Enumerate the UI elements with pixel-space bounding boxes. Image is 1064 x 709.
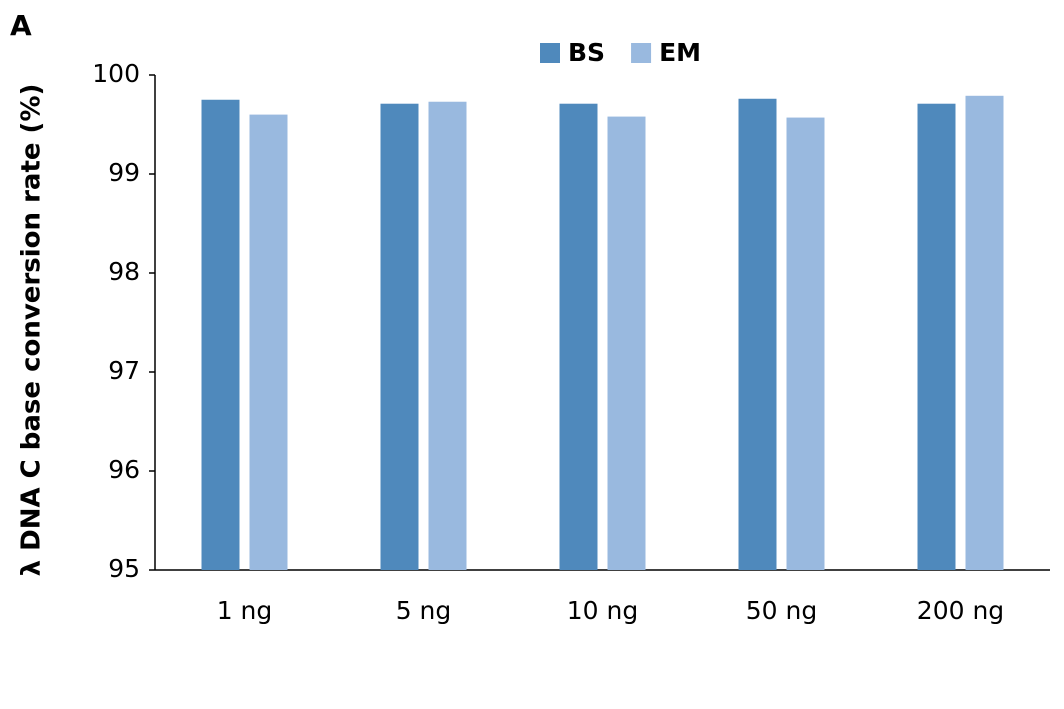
bar (607, 116, 646, 570)
y-tick-label: 99 (108, 158, 140, 187)
x-tick-label: 50 ng (746, 596, 817, 625)
x-tick-label: 10 ng (567, 596, 638, 625)
legend-label: EM (659, 38, 701, 67)
legend-swatch (631, 43, 652, 63)
x-tick-label: 1 ng (217, 596, 273, 625)
x-tick-label: 5 ng (396, 596, 452, 625)
bar (201, 99, 240, 570)
y-axis-label: λ DNA C base conversion rate (%) (17, 84, 47, 577)
panel-label: A (10, 9, 32, 42)
bar (965, 95, 1004, 570)
y-tick-label: 98 (108, 257, 140, 286)
bar (786, 117, 825, 570)
x-tick-label: 200 ng (917, 596, 1004, 625)
bar (738, 98, 777, 570)
legend-label: BS (568, 38, 605, 67)
y-tick-label: 100 (92, 59, 140, 88)
y-tick-label: 96 (108, 455, 140, 484)
bar (559, 103, 598, 571)
bar (917, 103, 956, 571)
legend-swatch (540, 43, 560, 63)
bar (380, 103, 419, 571)
bar (249, 114, 288, 570)
bar (428, 101, 467, 570)
y-tick-label: 97 (108, 356, 140, 385)
y-tick-label: 95 (108, 554, 140, 583)
